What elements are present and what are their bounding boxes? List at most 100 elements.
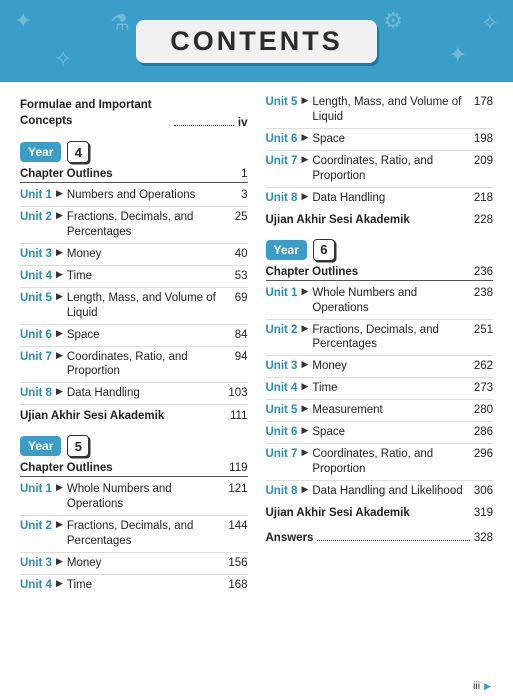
unit-title: Length, Mass, and Volume of Liquid — [67, 291, 235, 321]
unit-title: Data Handling and Likelihood — [312, 484, 473, 499]
triangle-icon: ▶ — [56, 210, 63, 222]
unit-page: 306 — [474, 484, 493, 499]
exam-row: Ujian Akhir Sesi Akademik 111 — [20, 405, 248, 425]
unit-tag: Unit 7 — [20, 350, 52, 365]
unit-row: Unit 7▶Coordinates, Ratio, and Proportio… — [266, 444, 494, 481]
unit-title: Data Handling — [312, 191, 473, 206]
chapter-page: 1 — [241, 168, 247, 180]
triangle-icon: ▶ — [301, 425, 308, 437]
triangle-icon: ▶ — [56, 556, 63, 568]
unit-title: Coordinates, Ratio, and Proportion — [312, 154, 473, 184]
unit-row: Unit 7▶ Coordinates, Ratio, and Proportio… — [266, 151, 494, 188]
chapter-outlines-row: Chapter Outlines119 — [20, 461, 248, 477]
triangle-icon: ▶ — [56, 188, 63, 200]
year-tag: Year5 — [20, 435, 89, 457]
left-column: Formulae and Important Concepts iv Year4… — [20, 92, 248, 596]
unit-tag: Unit 2 — [20, 519, 52, 534]
year-tag: Year4 — [20, 141, 89, 163]
unit-page: 121 — [228, 482, 247, 497]
page-header: ✦ ✧ ⚗ ⚙ ✦ ✧ CONTENTS — [0, 0, 513, 82]
unit-row: Unit 5 ▶ Length, Mass, and Volume of Liqui… — [20, 288, 248, 325]
unit-title: Time — [67, 269, 235, 284]
unit-page: 40 — [235, 247, 248, 262]
unit-page: 280 — [474, 403, 493, 418]
unit-tag: Unit 5 — [20, 291, 52, 306]
exam-page: 228 — [474, 214, 493, 226]
unit-page: 84 — [235, 328, 248, 343]
chapter-outlines-row: Chapter Outlines 236 — [266, 265, 494, 281]
unit-title: Money — [312, 359, 473, 374]
unit-row: Unit 5▶Length, Mass, and Volume of Liqui… — [266, 92, 494, 129]
exam-page: 111 — [230, 410, 247, 422]
exam-row: Ujian Akhir Sesi Akademik 228 — [266, 209, 494, 229]
unit-page: 53 — [235, 269, 248, 284]
triangle-icon: ▶ — [301, 154, 308, 166]
unit-title: Money — [67, 556, 228, 571]
unit-row: Unit 3▶Money40 — [20, 244, 248, 266]
unit-row: Unit 1▶Whole Numbers and Operations238 — [266, 283, 494, 320]
unit-title: Fractions, Decimals, and Percentages — [312, 323, 473, 353]
unit-tag: Unit 1 — [20, 188, 52, 203]
triangle-icon: ▶ — [301, 447, 308, 459]
chapter-label: Chapter Outlines — [20, 462, 113, 474]
unit-page: 198 — [474, 132, 493, 147]
unit-tag: Unit 5 — [266, 403, 298, 418]
triangle-icon: ▶ — [301, 286, 308, 298]
unit-tag: Unit 7 — [266, 447, 298, 462]
triangle-icon: ▶ — [56, 482, 63, 494]
unit-tag: Unit 3 — [20, 556, 52, 571]
unit-page: 209 — [474, 154, 493, 169]
triangle-icon: ▶ — [56, 350, 63, 362]
unit-title: Length, Mass, and Volume of Liquid — [312, 95, 473, 125]
front-label: Formulae and Important Concepts — [20, 98, 170, 129]
unit-title: Data Handling — [67, 386, 228, 401]
front-page: iv — [238, 117, 248, 129]
page-title: CONTENTS — [170, 26, 343, 56]
unit-title: Whole Numbers and Operations — [67, 482, 228, 512]
triangle-icon: ▶ — [301, 132, 308, 144]
triangle-icon: ▶ — [301, 191, 308, 203]
year-number: 4 — [67, 141, 89, 163]
answers-row: Answers 328 — [266, 522, 494, 547]
chapter-label: Chapter Outlines — [20, 168, 113, 180]
unit-page: 69 — [235, 291, 248, 306]
unit-tag: Unit 1 — [266, 286, 298, 301]
unit-page: 273 — [474, 381, 493, 396]
unit-tag: Unit 2 — [266, 323, 298, 338]
unit-title: Money — [67, 247, 235, 262]
unit-page: 25 — [235, 210, 248, 225]
leader-dots — [174, 125, 234, 126]
unit-tag: Unit 8 — [20, 386, 52, 401]
unit-tag: Unit 8 — [266, 191, 298, 206]
exam-label: Ujian Akhir Sesi Akademik — [266, 507, 410, 519]
triangle-icon: ▶ — [56, 269, 63, 281]
exam-label: Ujian Akhir Sesi Akademik — [20, 410, 164, 422]
unit-page: 3 — [241, 188, 247, 203]
unit-tag: Unit 8 — [266, 484, 298, 499]
triangle-icon: ▶ — [56, 247, 63, 259]
deco-icon: ✧ — [54, 46, 72, 72]
exam-row: Ujian Akhir Sesi Akademik 319 — [266, 502, 494, 522]
unit-page: 238 — [474, 286, 493, 301]
unit-title: Time — [312, 381, 473, 396]
unit-page: 144 — [228, 519, 247, 534]
unit-page: 262 — [474, 359, 493, 374]
unit-tag: Unit 3 — [266, 359, 298, 374]
footer-marker-icon: ▶ — [484, 681, 491, 692]
triangle-icon: ▶ — [56, 291, 63, 303]
footer-page-num: iii — [473, 680, 480, 692]
unit-row: Unit 6▶Space198 — [266, 129, 494, 151]
triangle-icon: ▶ — [56, 328, 63, 340]
unit-row: Unit 2▶Fractions, Decimals, and Percenta… — [20, 207, 248, 244]
triangle-icon: ▶ — [56, 386, 63, 398]
unit-page: 286 — [474, 425, 493, 440]
exam-label: Ujian Akhir Sesi Akademik — [266, 214, 410, 226]
deco-icon: ✦ — [14, 8, 32, 34]
unit-tag: Unit 7 — [266, 154, 298, 169]
unit-page: 296 — [474, 447, 493, 462]
unit-page: 178 — [474, 95, 493, 110]
unit-row: Unit 4▶Time53 — [20, 266, 248, 288]
unit-row: Unit 8▶Data Handling103 — [20, 383, 248, 405]
unit-title: Time — [67, 578, 228, 593]
answers-page: 328 — [474, 532, 493, 544]
